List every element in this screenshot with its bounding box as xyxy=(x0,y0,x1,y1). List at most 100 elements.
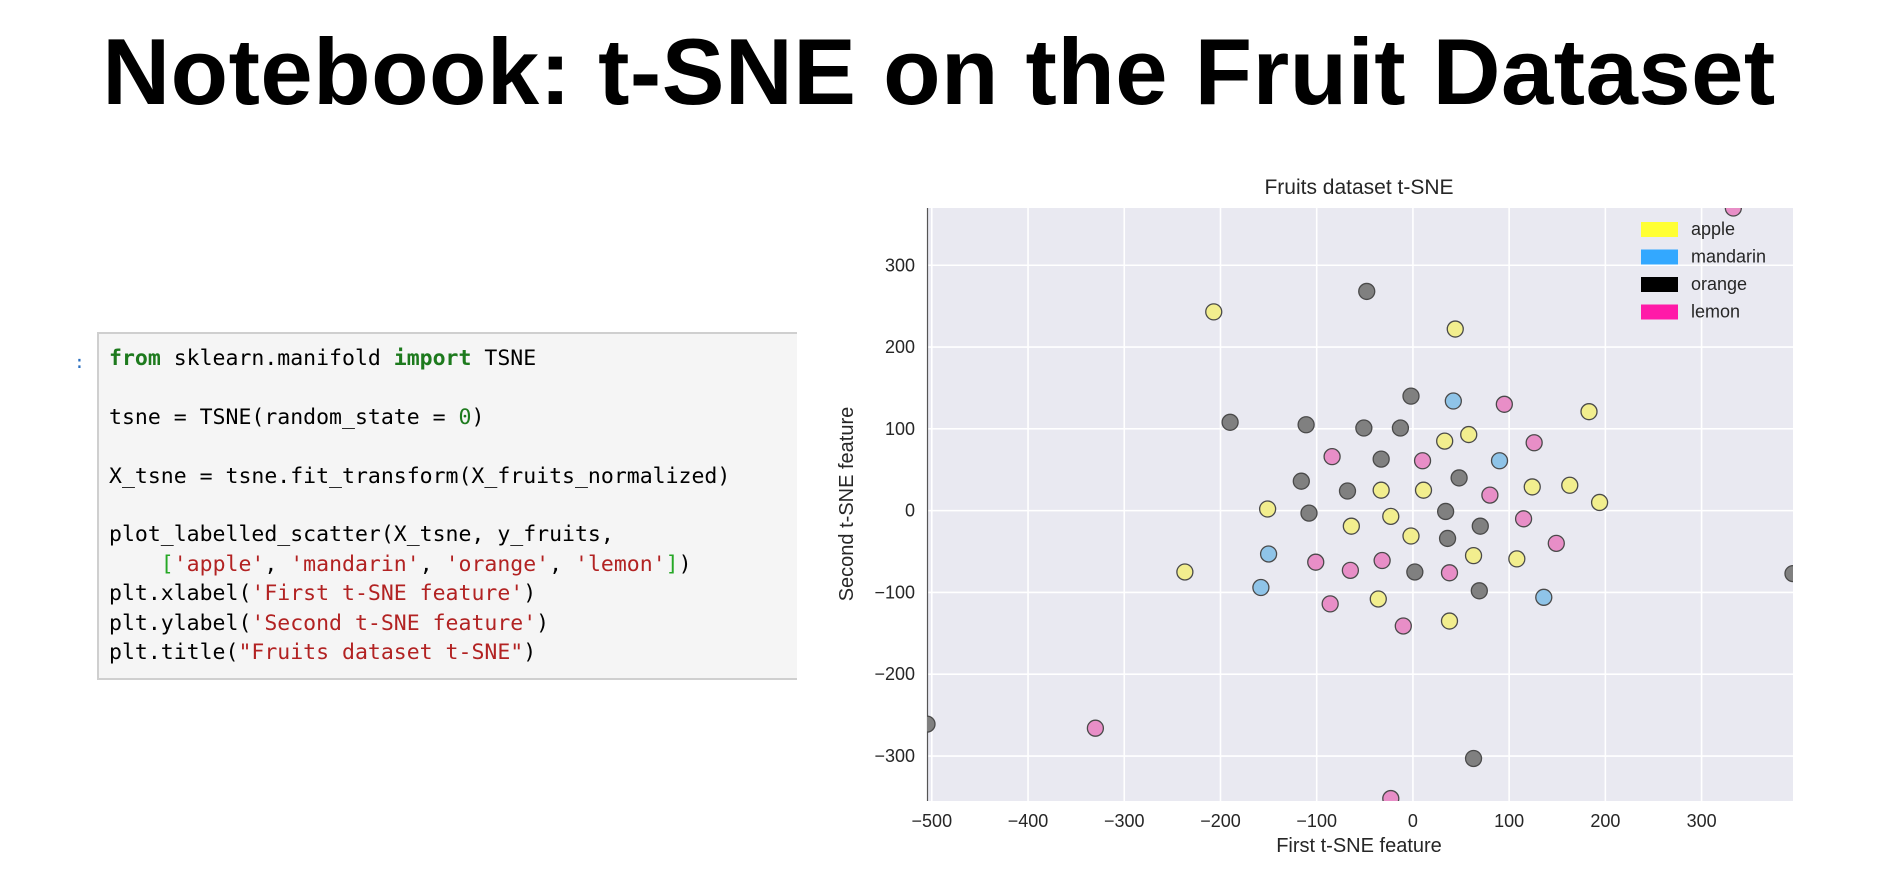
code-token: , xyxy=(549,551,576,577)
code-token: , xyxy=(419,551,446,577)
code-line: plot_labelled_scatter(X_tsne, y_fruits, xyxy=(109,522,614,547)
point-orange xyxy=(1355,419,1373,437)
x-tick-label: −200 xyxy=(1200,811,1241,831)
x-tick-labels: −500 −400 −300 −200 −100 0 100 200 300 xyxy=(912,811,1717,831)
point-orange xyxy=(1372,450,1390,468)
point-apple xyxy=(1464,546,1483,565)
point-lemon xyxy=(1547,534,1565,553)
point-lemon xyxy=(1394,617,1412,635)
point-apple xyxy=(1402,527,1420,545)
point-lemon xyxy=(1514,510,1533,528)
point-apple xyxy=(1460,425,1478,444)
point-lemon xyxy=(1373,551,1391,570)
code-token: ) xyxy=(523,581,537,607)
code-token: tsne = TSNE(random_state = xyxy=(109,404,459,430)
x-axis-label: First t-SNE feature xyxy=(1276,835,1442,857)
code-token: ) xyxy=(523,640,537,666)
x-tick-label: 100 xyxy=(1494,811,1524,831)
point-orange xyxy=(1470,582,1488,600)
code-token: ) xyxy=(471,404,485,430)
code-token: TSNE xyxy=(471,346,537,371)
point-mandarin xyxy=(1535,588,1553,606)
code-token: ) xyxy=(678,551,692,577)
point-apple xyxy=(1580,403,1598,421)
code-line: plt.xlabel('First t-SNE feature') xyxy=(109,581,536,606)
point-orange xyxy=(1221,413,1239,431)
code-token: 0 xyxy=(458,404,472,430)
x-tick-label: 200 xyxy=(1590,811,1620,831)
code-token: 'lemon' xyxy=(575,551,666,577)
y-tick-label: −200 xyxy=(874,664,915,684)
x-tick-label: 0 xyxy=(1408,811,1418,831)
legend-label-mandarin: mandarin xyxy=(1691,247,1766,267)
code-line: from sklearn.manifold import TSNE xyxy=(109,346,536,371)
chart-svg: −500 −400 −300 −200 −100 0 100 200 300 −300−200−… xyxy=(836,176,1793,857)
point-apple xyxy=(1369,590,1387,608)
code-token: [ xyxy=(160,551,174,577)
point-apple xyxy=(1258,500,1277,518)
legend-swatch-orange xyxy=(1641,277,1678,292)
point-lemon xyxy=(1495,395,1513,413)
code-token: plot_labelled_scatter(X_tsne, y_fruits, xyxy=(109,522,614,548)
cell-prompt: : xyxy=(74,352,85,373)
code-token: plt.title( xyxy=(109,640,239,666)
y-tick-label: 100 xyxy=(885,419,915,439)
code-editor[interactable]: from sklearn.manifold import TSNE tsne =… xyxy=(109,344,730,667)
point-lemon xyxy=(1481,486,1499,504)
point-orange xyxy=(1438,529,1457,548)
point-apple xyxy=(1590,493,1609,512)
code-cell[interactable]: from sklearn.manifold import TSNE tsne =… xyxy=(97,332,797,680)
code-line: X_tsne = tsne.fit_transform(X_fruits_nor… xyxy=(109,464,730,489)
plot-area xyxy=(927,208,1793,801)
point-apple xyxy=(1205,303,1223,321)
point-orange xyxy=(1784,564,1793,583)
point-lemon xyxy=(1341,561,1360,579)
point-orange xyxy=(1297,416,1315,434)
y-tick-label: −300 xyxy=(874,746,915,766)
point-apple xyxy=(1176,563,1194,581)
data-points xyxy=(927,208,1793,801)
legend-swatch-mandarin xyxy=(1641,249,1678,265)
code-line: ['apple', 'mandarin', 'orange', 'lemon']… xyxy=(109,552,692,577)
point-orange xyxy=(1338,482,1357,500)
point-apple xyxy=(1446,320,1464,338)
code-token: X_tsne = tsne.fit_transform(X_fruits_nor… xyxy=(109,463,731,489)
point-orange xyxy=(927,715,936,733)
code-token: 'apple' xyxy=(173,551,265,577)
point-orange xyxy=(1300,504,1318,522)
code-line: plt.ylabel('Second t-SNE feature') xyxy=(109,611,549,636)
point-apple xyxy=(1508,550,1526,568)
x-tick-label: −400 xyxy=(1008,811,1049,831)
point-lemon xyxy=(1440,564,1459,582)
legend: apple mandarin orange lemon xyxy=(1641,219,1766,322)
point-mandarin xyxy=(1259,545,1278,563)
code-token xyxy=(109,552,161,577)
point-apple xyxy=(1382,507,1400,526)
point-lemon xyxy=(1307,553,1325,571)
x-tick-label: −300 xyxy=(1104,811,1145,831)
point-lemon xyxy=(1323,448,1341,466)
code-token: , xyxy=(264,551,291,577)
point-orange xyxy=(1358,282,1376,301)
point-apple xyxy=(1436,432,1454,450)
code-token: "Fruits dataset t-SNE" xyxy=(238,640,524,666)
point-lemon xyxy=(1525,434,1543,452)
point-apple xyxy=(1561,476,1579,494)
code-token: from xyxy=(109,346,161,371)
legend-label-apple: apple xyxy=(1691,219,1735,239)
code-token: ] xyxy=(665,551,679,577)
point-apple xyxy=(1342,517,1360,535)
y-axis-label: Second t-SNE feature xyxy=(836,407,858,602)
point-lemon xyxy=(1382,789,1400,801)
page-title: Notebook: t-SNE on the Fruit Dataset xyxy=(102,19,1776,124)
y-tick-label: 0 xyxy=(905,501,915,521)
chart-title: Fruits dataset t-SNE xyxy=(1264,176,1453,199)
x-tick-label: −100 xyxy=(1296,811,1337,831)
point-orange xyxy=(1402,387,1420,405)
point-apple xyxy=(1414,481,1433,499)
code-token: import xyxy=(393,346,472,371)
point-apple xyxy=(1440,612,1459,630)
legend-label-lemon: lemon xyxy=(1691,302,1740,322)
point-mandarin xyxy=(1444,392,1462,410)
point-apple xyxy=(1372,481,1390,499)
